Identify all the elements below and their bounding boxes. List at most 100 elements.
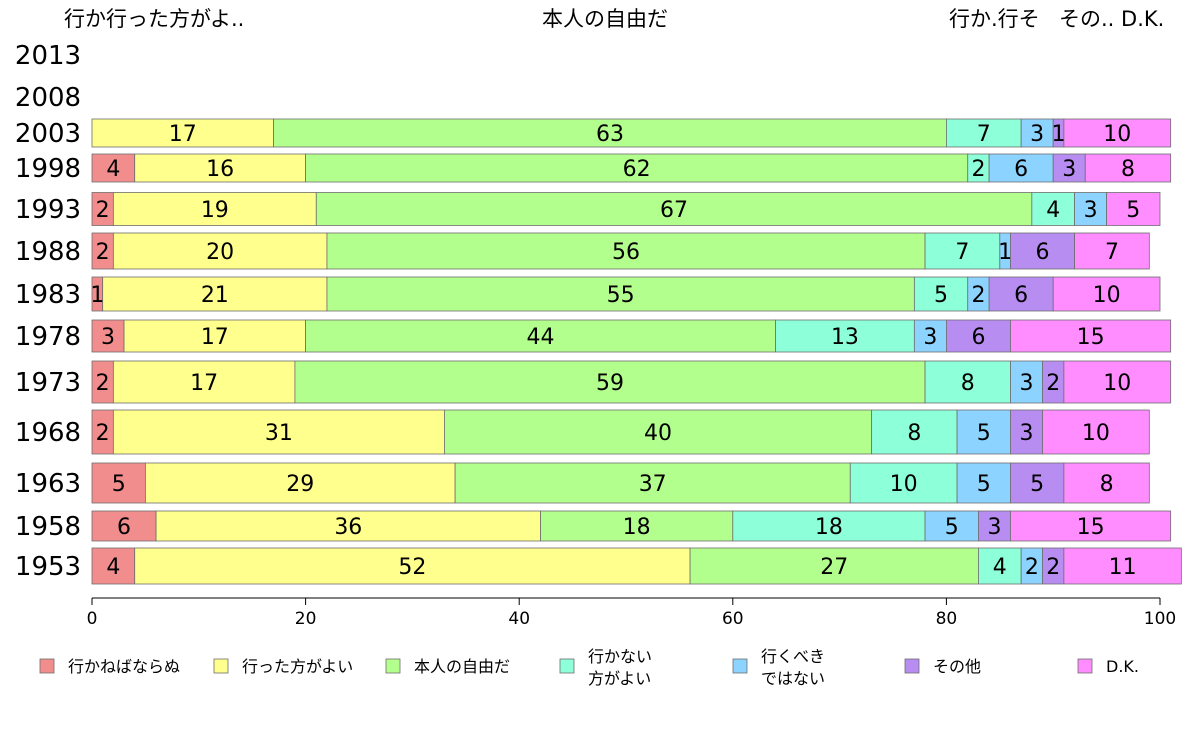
x-tick-label: 100: [1144, 609, 1176, 629]
bar-segment: [988, 153, 1054, 183]
bar-segment: [849, 462, 958, 504]
year-label: 1958: [15, 512, 81, 542]
data-label: 44: [527, 325, 555, 350]
header-label: 行か.行そ: [949, 7, 1040, 31]
bar-segment: [924, 232, 1001, 270]
data-label: 4: [106, 555, 120, 580]
x-tick-label: 60: [722, 609, 744, 629]
data-label: 3: [101, 325, 115, 350]
data-label: 19: [201, 198, 229, 223]
data-label: 63: [596, 122, 624, 147]
bar-segment: [123, 319, 306, 353]
year-label: 1998: [15, 154, 81, 184]
bar-segment: [924, 360, 1011, 404]
data-label: 5: [112, 472, 126, 497]
data-label: 7: [955, 240, 969, 265]
bar-segment: [1010, 319, 1172, 353]
bar-segment: [112, 192, 317, 226]
data-label: 17: [190, 371, 218, 396]
data-label: 10: [1082, 421, 1110, 446]
data-label: 4: [106, 157, 120, 182]
data-label: 4: [1046, 198, 1060, 223]
bar-segment: [1031, 192, 1075, 226]
legend-label: D.K.: [1106, 657, 1139, 676]
year-label: 1953: [15, 552, 81, 582]
bar-segment: [871, 409, 958, 455]
bar-segment: [956, 409, 1011, 455]
stacked-bars: 17 63 7 3 1 104 16 62 2 6 3 82 19 67 4 3 52 20 56 7 1 6 71 21 55…: [90, 118, 1182, 585]
bar-segment: [1063, 462, 1150, 504]
data-label: 67: [660, 198, 688, 223]
bar-segment: [444, 409, 873, 455]
bar-segment: [1074, 192, 1108, 226]
x-tick-label: 20: [295, 609, 317, 629]
bar-segment: [91, 462, 146, 504]
data-label: 13: [831, 325, 859, 350]
bar-segment: [946, 319, 1011, 353]
legend-swatch: [904, 658, 920, 674]
data-label: 2: [96, 198, 110, 223]
bar-segment: [1010, 462, 1065, 504]
data-label: 10: [1093, 283, 1121, 308]
bar-segment: [1084, 153, 1172, 183]
data-label: 2: [1025, 555, 1039, 580]
bar-segment: [305, 319, 776, 353]
bar-segment: [112, 409, 445, 455]
data-label: 8: [961, 371, 975, 396]
legend-label: 行った方がよい: [242, 657, 353, 676]
data-label: 16: [206, 157, 234, 182]
bar-segment: [988, 276, 1054, 312]
legend-swatch: [39, 658, 55, 674]
year-label: 2008: [15, 83, 81, 113]
data-label: 3: [987, 515, 1001, 540]
data-label: 5: [977, 472, 991, 497]
legend-swatch: [213, 658, 229, 674]
bar-segment: [134, 547, 691, 585]
data-label: 37: [639, 472, 667, 497]
legend-label: その他: [933, 657, 981, 676]
data-label: 55: [607, 283, 635, 308]
legend-swatch: [732, 658, 748, 674]
x-tick-label: 80: [936, 609, 958, 629]
data-label: 5: [1030, 472, 1044, 497]
bar-segment: [1010, 510, 1172, 542]
data-label: 62: [623, 157, 651, 182]
data-label: 36: [334, 515, 362, 540]
header-label: 本人の自由だ: [542, 7, 668, 31]
data-label: 1: [998, 240, 1012, 265]
legend-label: 行かねばならぬ: [68, 657, 180, 676]
data-label: 31: [265, 421, 293, 446]
data-label: 10: [890, 472, 918, 497]
legend-swatch: [559, 658, 575, 674]
year-label: 1978: [15, 322, 81, 352]
data-label: 40: [644, 421, 672, 446]
bar-segment: [91, 153, 136, 183]
data-label: 15: [1077, 325, 1105, 350]
bar-segment: [956, 462, 1011, 504]
data-label: 59: [596, 371, 624, 396]
bar-segment: [1106, 192, 1161, 226]
data-label: 5: [1126, 198, 1140, 223]
x-axis: 0 20 40 60 80 100: [87, 597, 1176, 629]
year-label: 1983: [15, 280, 81, 310]
bar-segment: [689, 547, 979, 585]
bar-segment: [1063, 118, 1172, 148]
data-label: 4: [993, 555, 1007, 580]
legend-label: 本人の自由だ: [414, 657, 510, 676]
bar-segment: [134, 153, 307, 183]
year-label: 2013: [15, 41, 81, 71]
data-label: 17: [169, 122, 197, 147]
data-label: 29: [286, 472, 314, 497]
legend-label: 行かない: [588, 647, 652, 666]
data-label: 8: [907, 421, 921, 446]
bar-segment: [732, 510, 926, 542]
bar-segment: [326, 276, 915, 312]
bar-segment: [913, 276, 969, 312]
data-label: 8: [1121, 157, 1135, 182]
year-label: 1968: [15, 418, 81, 448]
data-label: 1: [1052, 122, 1066, 147]
data-label: 8: [1100, 472, 1114, 497]
data-label: 6: [971, 325, 985, 350]
data-label: 2: [971, 157, 985, 182]
